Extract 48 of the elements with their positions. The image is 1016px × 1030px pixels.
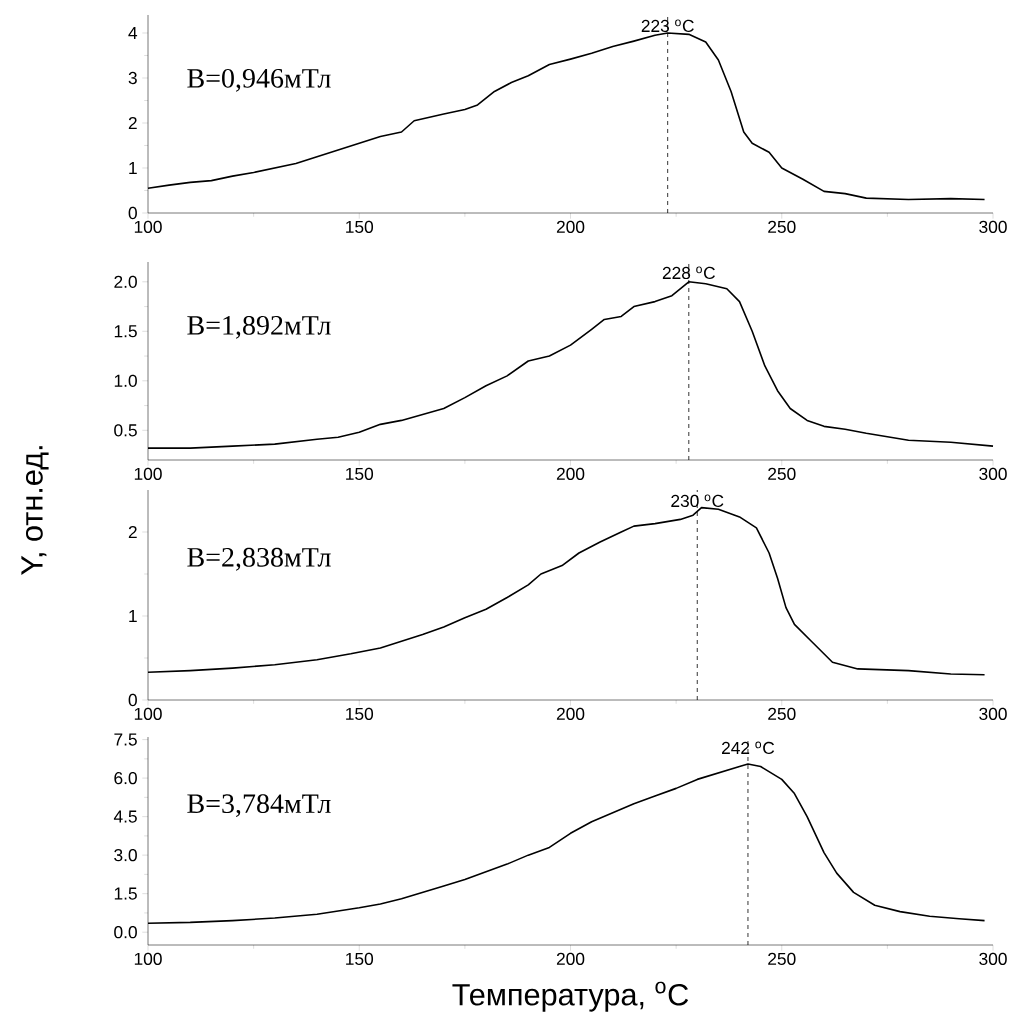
x-tick-label: 150: [346, 707, 374, 721]
y-tick-label: 0.5: [114, 424, 137, 437]
annotation: B=0,946мТл: [187, 68, 331, 92]
y-tick-label: 1.0: [114, 374, 137, 387]
annotation: B=2,838мТл: [187, 547, 331, 571]
x-tick-label: 300: [979, 707, 1007, 721]
x-tick-label: 200: [556, 952, 585, 966]
ref-line-label: 242 $^{o}$C: [722, 741, 775, 755]
x-tick-label: 100: [134, 952, 162, 966]
x-tick-label: 300: [979, 467, 1007, 481]
x-tick-label: 200: [556, 707, 585, 721]
x-tick-label: 100: [134, 220, 162, 234]
y-tick-label: 3.0: [114, 849, 137, 862]
y-tick-label: 1: [129, 610, 137, 622]
y-tick-label: 2.0: [114, 275, 137, 288]
annotation: B=1,892мТл: [187, 315, 331, 339]
x-tick-label: 150: [346, 220, 374, 234]
x-tick-label: 250: [768, 467, 796, 481]
x-tick-label: 200: [556, 220, 585, 234]
x-tick-label: 250: [768, 220, 796, 234]
y-tick-label: 0.0: [114, 926, 137, 939]
y-tick-label: 1.5: [114, 325, 137, 338]
x-tick-label: 200: [556, 467, 585, 481]
x-tick-label: 250: [768, 952, 796, 966]
ref-line-label: 228 $^{o}$C: [662, 266, 715, 280]
ref-line-label: 223 $^{o}$C: [641, 19, 694, 33]
x-tick-label: 100: [134, 707, 162, 721]
y-axis-title: Y, отн.ед.: [21, 446, 49, 575]
x-tick-label: 150: [346, 952, 374, 966]
y-tick-label: 2: [128, 116, 137, 130]
x-tick-label: 250: [768, 707, 796, 721]
y-tick-label: 3: [128, 71, 137, 85]
y-tick-label: 4.5: [113, 810, 137, 823]
annotation: B=3,784мТл: [187, 794, 331, 818]
x-axis-title: Температура, $^{o}$C: [452, 981, 689, 1012]
y-tick-label: 7.5: [114, 733, 137, 746]
x-tick-label: 100: [134, 467, 162, 481]
x-tick-label: 150: [346, 467, 374, 481]
y-tick-label: 0: [128, 206, 137, 220]
y-tick-label: 1: [129, 162, 137, 174]
x-tick-label: 300: [979, 220, 1007, 234]
y-tick-label: 0: [128, 693, 137, 707]
ref-line-label: 230 $^{o}$C: [671, 494, 724, 508]
y-tick-label: 2: [128, 525, 137, 539]
y-tick-label: 4: [128, 27, 138, 39]
y-tick-label: 6.0: [114, 771, 137, 785]
x-tick-label: 300: [979, 952, 1007, 966]
y-tick-label: 1.5: [114, 887, 137, 900]
